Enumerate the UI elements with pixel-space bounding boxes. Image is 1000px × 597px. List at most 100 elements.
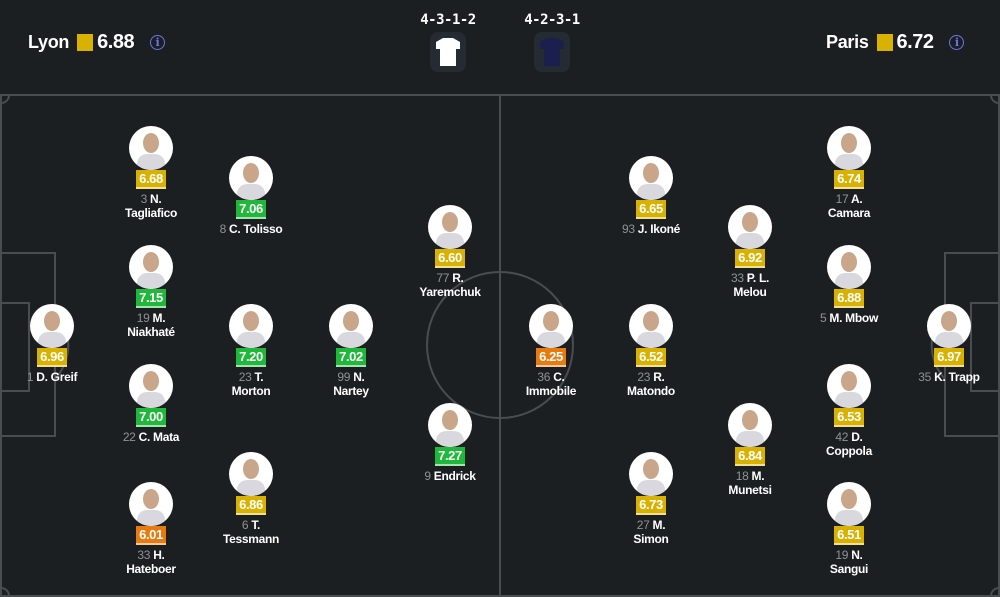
player-avatar — [629, 452, 673, 496]
player-rating-badge: 6.25 — [536, 348, 566, 367]
player-lyon[interactable]: 6.86 6 T. Tessmann — [196, 452, 306, 546]
player-avatar — [329, 304, 373, 348]
away-team-summary: Paris 6.72 i — [826, 31, 965, 54]
player-name-text: A. Camara — [827, 192, 871, 220]
player-rating-badge: 6.86 — [236, 496, 266, 515]
player-number: 18 — [735, 469, 749, 483]
player-name-text: C. Mata — [138, 430, 180, 444]
pitch: 6.96 1 D. Greif 6.68 3 N. Tagliafico 7.1… — [0, 94, 1000, 597]
player-name-text: P. L. Melou — [733, 271, 770, 299]
player-rating-badge: 7.02 — [336, 348, 366, 367]
player-avatar — [728, 205, 772, 249]
player-paris[interactable]: 6.51 19 N. Sangui — [794, 482, 904, 576]
player-paris[interactable]: 6.84 18 M. Munetsi — [695, 403, 805, 497]
player-name: 93 J. Ikoné — [596, 222, 706, 236]
player-number: 23 — [637, 370, 651, 384]
player-number: 19 — [136, 311, 150, 325]
player-lyon[interactable]: 7.02 99 N. Nartey — [296, 304, 406, 398]
player-paris[interactable]: 6.73 27 M. Simon — [596, 452, 706, 546]
player-number: 19 — [835, 548, 849, 562]
player-rating-badge: 6.74 — [834, 170, 864, 189]
player-number: 36 — [537, 370, 551, 384]
player-number: 1 — [26, 370, 34, 384]
player-rating-badge: 6.65 — [636, 200, 666, 219]
player-paris[interactable]: 6.88 5 M. Mbow — [794, 245, 904, 325]
player-number: 23 — [238, 370, 252, 384]
player-number: 77 — [436, 271, 450, 285]
player-name: 99 N. Nartey — [321, 370, 381, 398]
player-avatar — [827, 364, 871, 408]
player-name: 19 M. Niakhaté — [116, 311, 186, 339]
player-avatar — [30, 304, 74, 348]
player-name-text: M. Simon — [633, 518, 669, 546]
player-lyon[interactable]: 7.06 8 C. Tolisso — [196, 156, 306, 236]
player-avatar — [129, 126, 173, 170]
player-rating-badge: 6.73 — [636, 496, 666, 515]
home-kit-icon — [430, 32, 466, 72]
player-paris[interactable]: 6.25 36 C. Immobile — [496, 304, 606, 398]
away-team-name: Paris — [826, 32, 869, 52]
player-name-text: D. Coppola — [826, 430, 872, 458]
player-rating-badge: 7.00 — [136, 408, 166, 427]
player-avatar — [229, 452, 273, 496]
away-team-rating: 6.72 — [896, 31, 934, 53]
player-number: 33 — [137, 548, 151, 562]
player-name-text: H. Hateboer — [126, 548, 176, 576]
player-name: 1 D. Greif — [0, 370, 107, 384]
player-number: 42 — [835, 430, 849, 444]
player-name: 33 P. L. Melou — [720, 271, 780, 299]
player-paris[interactable]: 6.97 35 K. Trapp — [894, 304, 1000, 384]
player-paris[interactable]: 6.53 42 D. Coppola — [794, 364, 904, 458]
player-name-text: R. Yaremchuk — [419, 271, 481, 299]
player-name: 36 C. Immobile — [516, 370, 586, 398]
player-name-text: N. Nartey — [333, 370, 369, 398]
player-lyon[interactable]: 6.96 1 D. Greif — [0, 304, 107, 384]
player-lyon[interactable]: 7.00 22 C. Mata — [96, 364, 206, 444]
player-name: 18 M. Munetsi — [715, 469, 785, 497]
player-lyon[interactable]: 6.68 3 N. Tagliafico — [96, 126, 206, 220]
player-name: 9 Endrick — [395, 469, 505, 483]
home-team-summary: Lyon 6.88 i — [28, 31, 166, 54]
player-avatar — [229, 156, 273, 200]
info-icon[interactable]: i — [150, 35, 166, 50]
player-paris[interactable]: 6.74 17 A. Camara — [794, 126, 904, 220]
player-name-text: N. Tagliafico — [124, 192, 178, 220]
player-lyon[interactable]: 6.01 33 H. Hateboer — [96, 482, 206, 576]
player-rating-badge: 7.20 — [236, 348, 266, 367]
player-paris[interactable]: 6.92 33 P. L. Melou — [695, 205, 805, 299]
player-lyon[interactable]: 6.60 77 R. Yaremchuk — [395, 205, 505, 299]
player-lyon[interactable]: 7.15 19 M. Niakhaté — [96, 245, 206, 339]
player-name-text: C. Immobile — [525, 370, 577, 398]
player-name: 42 D. Coppola — [814, 430, 884, 458]
player-name: 8 C. Tolisso — [196, 222, 306, 236]
player-name-text: M. Niakhaté — [127, 311, 175, 339]
player-number: 93 — [621, 222, 635, 236]
player-number: 5 — [820, 311, 827, 325]
player-rating-badge: 6.97 — [934, 348, 964, 367]
player-name-text: Endrick — [433, 469, 476, 483]
player-rating-badge: 6.01 — [136, 526, 166, 545]
player-avatar — [827, 482, 871, 526]
player-lyon[interactable]: 7.27 9 Endrick — [395, 403, 505, 483]
player-paris[interactable]: 6.65 93 J. Ikoné — [596, 156, 706, 236]
player-rating-badge: 6.51 — [834, 526, 864, 545]
player-lyon[interactable]: 7.20 23 T. Morton — [196, 304, 306, 398]
player-rating-badge: 6.96 — [37, 348, 67, 367]
player-rating-badge: 6.53 — [834, 408, 864, 427]
player-name-text: R. Matondo — [627, 370, 675, 398]
player-name: 22 C. Mata — [96, 430, 206, 444]
player-avatar — [129, 245, 173, 289]
player-number: 17 — [835, 192, 849, 206]
info-icon[interactable]: i — [949, 35, 965, 50]
player-rating-badge: 7.06 — [236, 200, 266, 219]
away-rating-swatch — [876, 34, 893, 51]
player-paris[interactable]: 6.52 23 R. Matondo — [596, 304, 706, 398]
player-name-text: M. Munetsi — [728, 469, 772, 497]
match-header: Lyon 6.88 i 4-3-1-2 4-2-3-1 Paris 6.72 i — [0, 0, 1000, 94]
player-avatar — [927, 304, 971, 348]
player-rating-badge: 6.92 — [735, 249, 765, 268]
player-rating-badge: 6.60 — [435, 249, 465, 268]
player-avatar — [529, 304, 573, 348]
away-formation-label: 4-2-3-1 — [524, 12, 580, 28]
away-kit-icon — [534, 32, 570, 72]
